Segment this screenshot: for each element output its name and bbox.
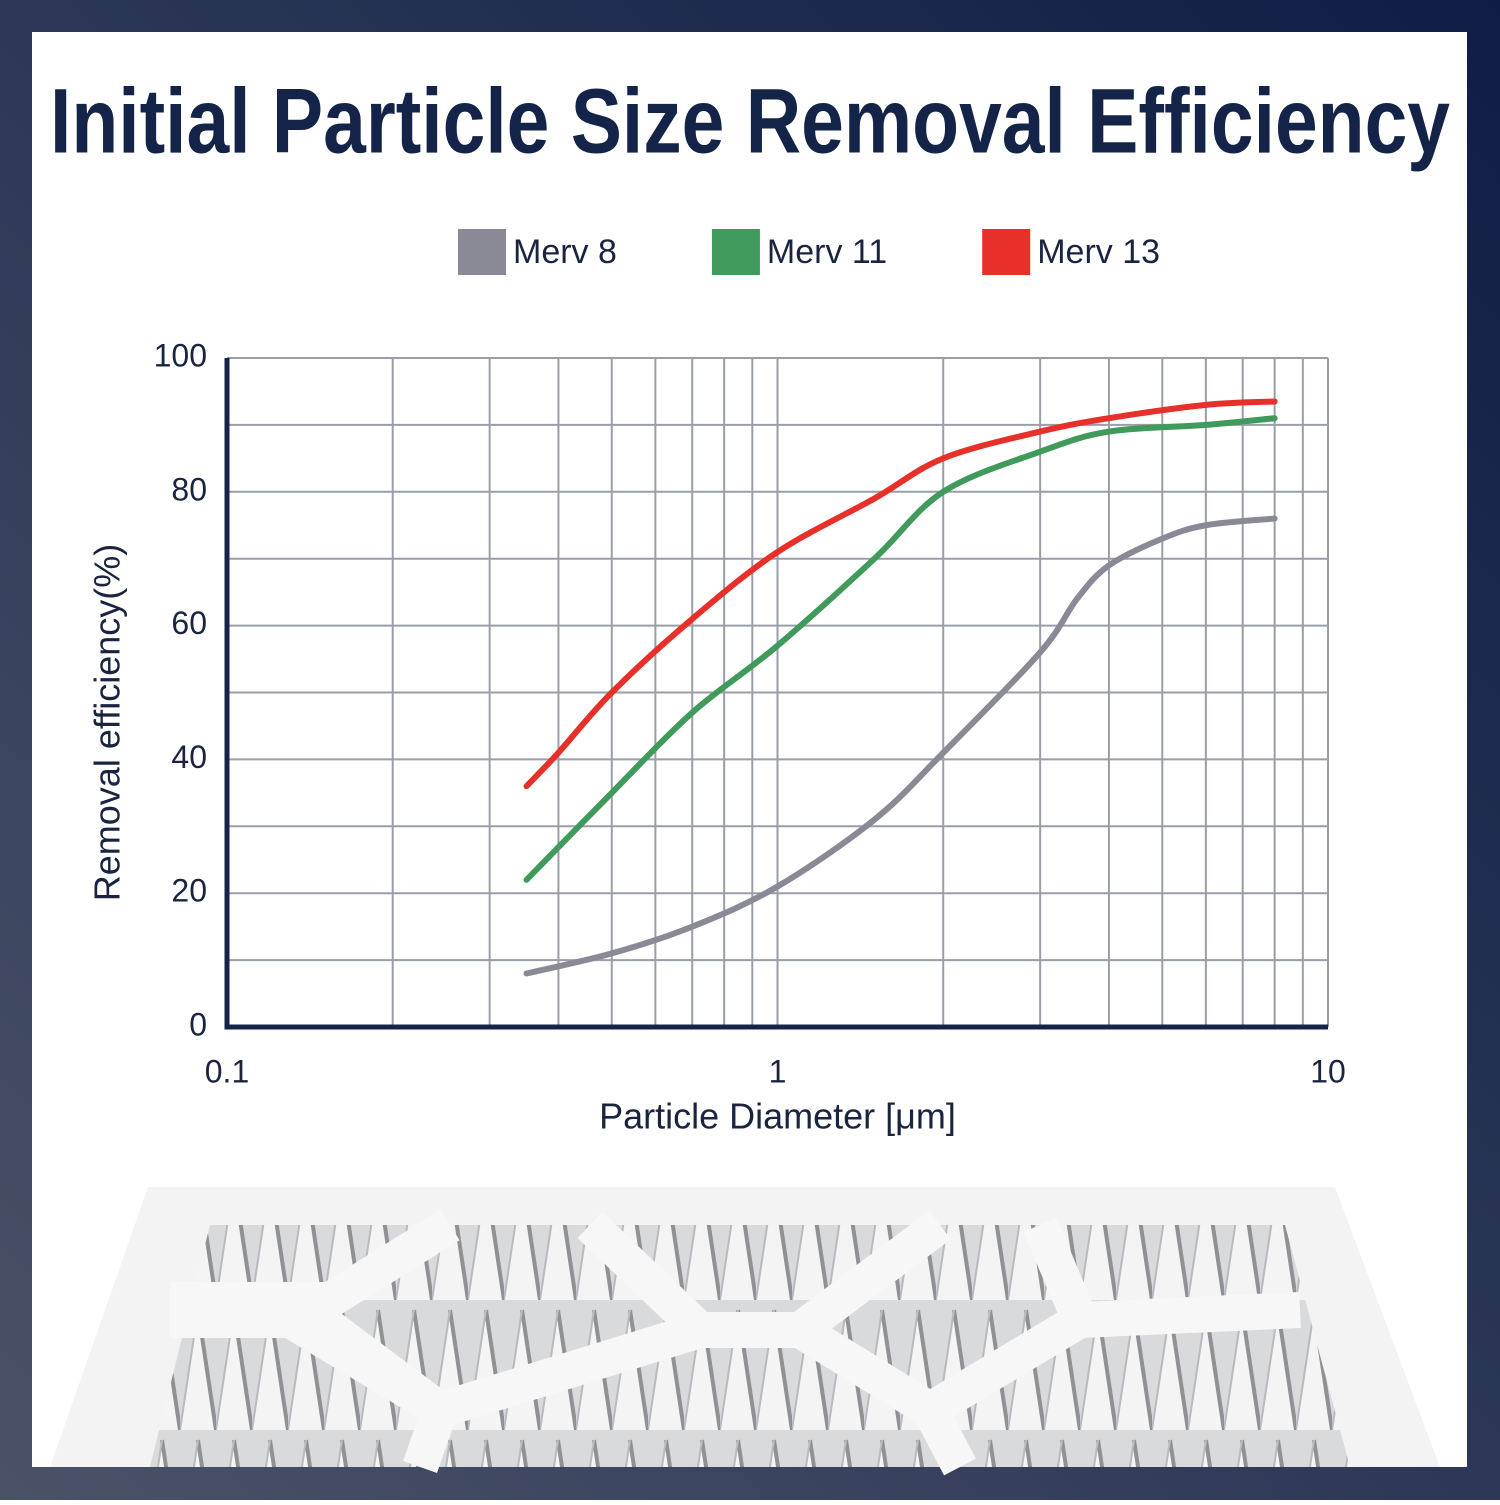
y-axis-title: Removal efficiency(%) (87, 544, 128, 901)
y-tick-label: 0 (189, 1006, 207, 1042)
filter-illustration (50, 1187, 1440, 1476)
series-line (523, 415, 1278, 883)
legend-swatch (711, 229, 760, 275)
y-tick-label: 40 (171, 739, 207, 775)
legend-label: Merv 11 (767, 233, 887, 271)
series-line (523, 515, 1278, 977)
legend: Merv 8 Merv 11 Merv 13 (458, 229, 1160, 275)
x-axis-title: Particle Diameter [μm] (599, 1096, 956, 1137)
x-tick-label: 10 (1310, 1053, 1346, 1089)
x-tick-label: 1 (769, 1053, 787, 1089)
y-tick-label: 80 (171, 471, 207, 507)
legend-label: Merv 13 (1037, 233, 1160, 271)
axis-line (224, 358, 1328, 1030)
series-line (523, 398, 1278, 790)
y-tick-label: 20 (171, 873, 207, 909)
y-tick-label: 60 (171, 605, 207, 641)
x-tick-label: 0.1 (205, 1053, 249, 1089)
y-tick-label: 100 (154, 337, 207, 373)
chart-title: Initial Particle Size Removal Efficiency (50, 70, 1450, 172)
legend-swatch (458, 229, 506, 275)
legend-swatch (982, 229, 1031, 275)
legend-label: Merv 8 (513, 233, 617, 271)
